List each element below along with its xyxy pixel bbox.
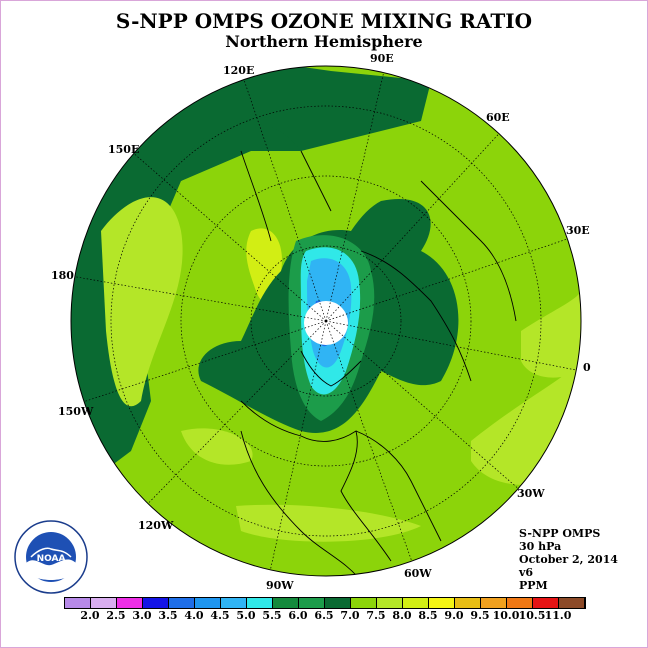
graticule	[71, 70, 581, 576]
colorbar-segment	[65, 598, 91, 608]
svg-text:NOAA: NOAA	[37, 554, 66, 564]
colorbar-tick-label: 3.5	[158, 609, 178, 622]
info-instrument: S-NPP OMPS	[519, 527, 601, 540]
colorbar-tick-label: 7.5	[366, 609, 386, 622]
colorbar-tick-label: 8.0	[392, 609, 412, 622]
lon-label-180: 180	[51, 269, 74, 282]
colorbar-tick-label: 10.0	[492, 609, 520, 622]
colorbar-tick-label: 5.0	[236, 609, 256, 622]
coastlines	[240, 150, 517, 576]
lon-label-120e: 120E	[223, 64, 254, 77]
colorbar-tick-label: 3.0	[132, 609, 152, 622]
colorbar-segment	[273, 598, 299, 608]
lon-label-30w: 30W	[517, 487, 545, 500]
colorbar-segment	[351, 598, 377, 608]
colorbar-segment	[247, 598, 273, 608]
lon-label-0: 0	[583, 361, 591, 374]
map-title: S-NPP OMPS OZONE MIXING RATIO	[115, 9, 533, 33]
lon-label-60e: 60E	[486, 111, 510, 124]
colorbar-segment	[533, 598, 559, 608]
lon-label-90e: 90E	[370, 52, 394, 65]
colorbar-tick-label: 7.0	[340, 609, 360, 622]
colorbar-tick-label: 2.5	[106, 609, 126, 622]
colorbar-labels: 2.0 2.5 3.0 3.5 4.0 4.5 5.0 5.5 6.0 6.5 7.0 7.5 8.0 8…	[64, 609, 584, 623]
colorbar-tick-label: 9.5	[470, 609, 490, 622]
colorbar-segment	[299, 598, 325, 608]
colorbar-segment	[403, 598, 429, 608]
colorbar-tick-label: 2.0	[80, 609, 100, 622]
colorbar-tick-label: 11.0	[544, 609, 572, 622]
polar-data-gap	[304, 301, 348, 345]
colorbar-segment	[169, 598, 195, 608]
lon-label-30e: 30E	[566, 224, 590, 237]
lon-label-60w: 60W	[404, 567, 432, 580]
info-version: v6	[519, 566, 534, 579]
colorbar-segment	[221, 598, 247, 608]
map-info: S-NPP OMPS 30 hPa October 2, 2014 v6 PPM	[519, 527, 618, 592]
colorbar-segment	[91, 598, 117, 608]
colorbar-tick-label: 6.0	[288, 609, 308, 622]
colorbar-tick-label: 5.5	[262, 609, 282, 622]
map-subtitle: Northern Hemisphere	[225, 32, 423, 51]
colorbar-segment	[481, 598, 507, 608]
map-boundary	[70, 65, 582, 577]
colorbar-segment	[559, 598, 585, 608]
colorbar-segment	[325, 598, 351, 608]
info-units: PPM	[519, 579, 548, 592]
colorbar-tick-label: 8.5	[418, 609, 438, 622]
colorbar-tick-label: 9.0	[444, 609, 464, 622]
colorbar-tick-label: 4.0	[184, 609, 204, 622]
info-level: 30 hPa	[519, 540, 562, 553]
ozone-field	[71, 66, 581, 576]
colorbar-segment	[377, 598, 403, 608]
lon-label-150w: 150W	[58, 405, 94, 418]
colorbar-segment	[117, 598, 143, 608]
colorbar-tick-label: 6.5	[314, 609, 334, 622]
colorbar-segment	[455, 598, 481, 608]
lon-label-120w: 120W	[138, 519, 174, 532]
lon-label-150e: 150E	[108, 143, 139, 156]
colorbar-tick-label: 10.5	[518, 609, 546, 622]
noaa-logo: NOAA	[14, 520, 88, 594]
colorbar-segment	[429, 598, 455, 608]
colorbar	[64, 597, 586, 609]
info-date: October 2, 2014	[519, 553, 618, 566]
colorbar-segment	[507, 598, 533, 608]
colorbar-tick-label: 4.5	[210, 609, 230, 622]
colorbar-segment	[143, 598, 169, 608]
colorbar-segment	[195, 598, 221, 608]
lon-label-90w: 90W	[266, 579, 294, 592]
